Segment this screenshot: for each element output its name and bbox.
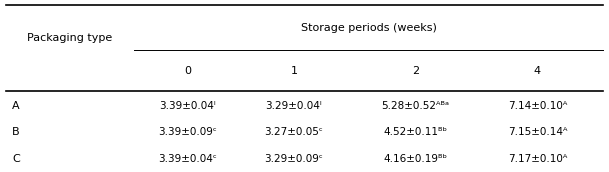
Text: B: B xyxy=(12,127,20,137)
Text: 3.29±0.04ᴵ: 3.29±0.04ᴵ xyxy=(266,101,322,111)
Text: 4.52±0.11ᴮᵇ: 4.52±0.11ᴮᵇ xyxy=(384,127,448,137)
Text: 4.16±0.19ᴮᵇ: 4.16±0.19ᴮᵇ xyxy=(384,154,448,164)
Text: 4: 4 xyxy=(534,66,541,76)
Text: C: C xyxy=(12,154,20,164)
Text: 2: 2 xyxy=(412,66,419,76)
Text: 3.39±0.04ᶜ: 3.39±0.04ᶜ xyxy=(158,154,217,164)
Text: A: A xyxy=(12,101,20,111)
Text: 7.14±0.10ᴬ: 7.14±0.10ᴬ xyxy=(508,101,567,111)
Text: 7.15±0.14ᴬ: 7.15±0.14ᴬ xyxy=(508,127,567,137)
Text: 5.28±0.52ᴬᴮᵃ: 5.28±0.52ᴬᴮᵃ xyxy=(382,101,449,111)
Text: 3.29±0.09ᶜ: 3.29±0.09ᶜ xyxy=(264,154,323,164)
Text: Packaging type: Packaging type xyxy=(27,33,113,43)
Text: 7.17±0.10ᴬ: 7.17±0.10ᴬ xyxy=(508,154,567,164)
Text: 3.39±0.09ᶜ: 3.39±0.09ᶜ xyxy=(158,127,217,137)
Text: Storage periods (weeks): Storage periods (weeks) xyxy=(300,23,437,33)
Text: 0: 0 xyxy=(184,66,191,76)
Text: 3.39±0.04ᴵ: 3.39±0.04ᴵ xyxy=(159,101,216,111)
Text: 1: 1 xyxy=(290,66,297,76)
Text: 3.27±0.05ᶜ: 3.27±0.05ᶜ xyxy=(264,127,323,137)
